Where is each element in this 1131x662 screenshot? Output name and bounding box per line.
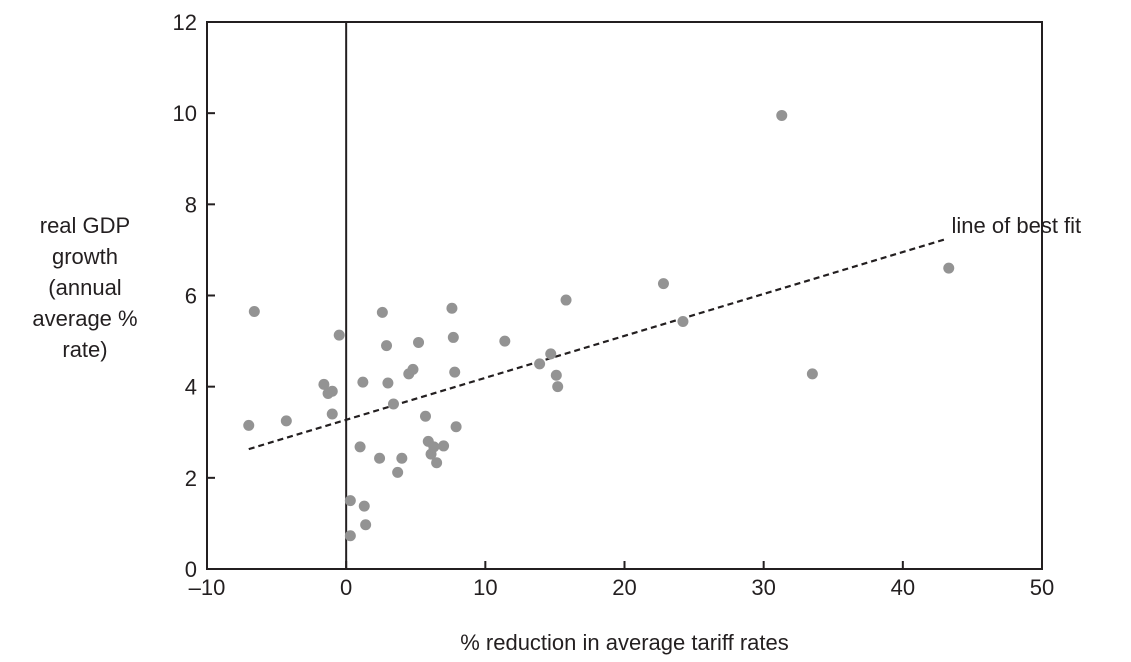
data-point [326, 408, 338, 420]
data-point [392, 466, 404, 478]
data-point [344, 495, 356, 507]
data-point [333, 329, 345, 341]
data-point [449, 366, 461, 378]
data-point [431, 457, 443, 469]
x-tick-label: 40 [891, 575, 915, 600]
data-point [396, 452, 408, 464]
y-tick-label: 6 [185, 284, 197, 309]
data-point [447, 331, 459, 343]
data-point [354, 441, 366, 453]
x-tick-label: 10 [473, 575, 497, 600]
data-point [776, 109, 788, 121]
best-fit-annotation: line of best fit [952, 213, 1082, 238]
data-point [344, 530, 356, 542]
data-point [499, 335, 511, 347]
data-point [413, 336, 425, 348]
data-point [358, 500, 370, 512]
data-point [407, 363, 419, 375]
x-tick-label: 0 [340, 575, 352, 600]
data-point [376, 306, 388, 318]
x-tick-label: 50 [1030, 575, 1054, 600]
x-tick-label: 30 [751, 575, 775, 600]
y-axis-title-line: (annual [48, 275, 121, 300]
y-axis-title-line: growth [52, 244, 118, 269]
data-point [534, 358, 546, 370]
data-point [357, 376, 369, 388]
ylabel-group: real GDP growth (annual average % rate) [32, 213, 137, 362]
data-point [428, 441, 440, 453]
x-tick-label: 20 [612, 575, 636, 600]
data-point [382, 377, 394, 389]
annotations: line of best fit [952, 213, 1082, 238]
data-point [550, 369, 562, 381]
y-tick-label: 0 [185, 557, 197, 582]
data-point [450, 421, 462, 433]
x-axis-title: % reduction in average tariff rates [460, 630, 789, 655]
data-point [943, 262, 955, 274]
data-point [806, 368, 818, 380]
data-point [387, 398, 399, 410]
data-point [419, 410, 431, 422]
data-point [552, 381, 564, 393]
data-point [360, 519, 372, 531]
data-point [326, 385, 338, 397]
y-axis-title-line: average % [32, 306, 137, 331]
data-point [657, 278, 669, 290]
y-tick-label: 4 [185, 375, 197, 400]
data-point [280, 415, 292, 427]
data-point [318, 378, 330, 390]
y-axis-title-line: real GDP [40, 213, 130, 238]
y-tick-label: 12 [173, 10, 197, 35]
data-points [243, 109, 955, 542]
plot-frame [206, 21, 1043, 570]
data-point [374, 452, 386, 464]
y-ticks: 0 2 4 6 8 10 12 [173, 10, 215, 582]
data-point [248, 305, 260, 317]
y-tick-label: 8 [185, 192, 197, 217]
data-point [677, 315, 689, 327]
data-point [560, 294, 572, 306]
data-point [381, 340, 393, 352]
y-axis-title-line: rate) [62, 337, 107, 362]
data-point [446, 302, 458, 314]
data-point [545, 348, 557, 360]
x-ticks: –10 0 10 20 30 40 50 [189, 561, 1054, 600]
data-point [438, 440, 450, 452]
x-tick-label: –10 [189, 575, 226, 600]
y-tick-label: 10 [173, 101, 197, 126]
best-fit-line [248, 238, 945, 451]
data-point [243, 419, 255, 431]
y-tick-label: 2 [185, 466, 197, 491]
